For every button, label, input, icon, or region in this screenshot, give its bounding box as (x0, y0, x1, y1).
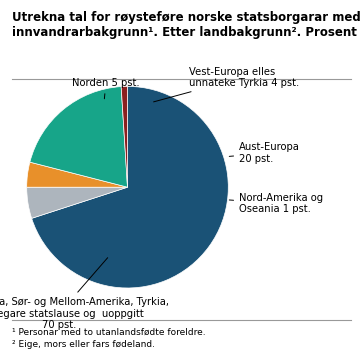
Text: Utrekna tal for røysteføre norske statsborgarar med
innvandrarbakgrunn¹. Etter l: Utrekna tal for røysteføre norske statsb… (12, 11, 361, 39)
Text: Norden 5 pst.: Norden 5 pst. (72, 78, 140, 99)
Wedge shape (30, 87, 127, 187)
Wedge shape (27, 162, 127, 187)
Wedge shape (32, 86, 228, 288)
Text: ² Eige, mors eller fars fødeland.: ² Eige, mors eller fars fødeland. (12, 340, 155, 349)
Text: Aust-Europa
20 pst.: Aust-Europa 20 pst. (229, 142, 300, 164)
Text: Asia, Afrika, Sør- og Mellom-Amerika, Tyrkia,
  tidlegare statslause og  uoppgit: Asia, Afrika, Sør- og Mellom-Amerika, Ty… (0, 258, 169, 330)
Wedge shape (121, 86, 127, 187)
Wedge shape (27, 187, 127, 219)
Text: ¹ Personar med to utanlandsfødte foreldre.: ¹ Personar med to utanlandsfødte foreldr… (12, 328, 206, 337)
Text: Vest-Europa elles
unnateke Tyrkia 4 pst.: Vest-Europa elles unnateke Tyrkia 4 pst. (154, 67, 299, 102)
Text: Nord-Amerika og
Oseania 1 pst.: Nord-Amerika og Oseania 1 pst. (229, 193, 323, 214)
